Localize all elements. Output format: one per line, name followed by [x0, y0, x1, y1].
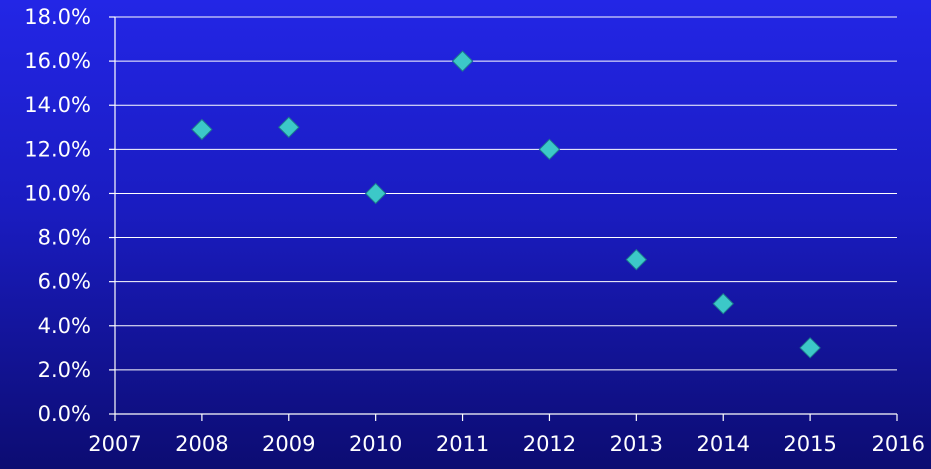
y-tick-label-8: 16.0% [24, 49, 91, 73]
data-point-2010 [364, 182, 387, 205]
x-tick-label-2: 2009 [262, 432, 315, 456]
axes [114, 17, 897, 415]
x-tick-label-0: 2007 [88, 432, 141, 456]
y-axis-ticks: 0.0% 2.0% 4.0% 6.0% 8.0% 10.0% 12.0% 14.0% 16.0%… [24, 5, 115, 426]
data-point-2014 [712, 293, 734, 315]
data-point-2008 [191, 118, 213, 141]
y-tick-label-7: 14.0% [24, 93, 91, 117]
x-tick-label-6: 2013 [610, 432, 663, 456]
y-tick-label-6: 12.0% [24, 137, 91, 161]
y-tick-label-3: 6.0% [38, 270, 91, 294]
data-point-2011 [451, 50, 474, 72]
y-tick-label-2: 4.0% [38, 314, 91, 338]
data-point-2012 [538, 138, 561, 161]
x-axis-ticks: 2007 2008 2009 2010 2011 2012 2013 2014 2015 2016 [88, 414, 925, 456]
gridlines [115, 16, 897, 371]
x-tick-label-9: 2016 [872, 432, 925, 456]
data-point-2009 [278, 116, 300, 138]
x-tick-label-8: 2015 [783, 432, 836, 456]
y-tick-label-9: 18.0% [24, 5, 91, 29]
data-point-2015 [799, 337, 821, 359]
data-point-2013 [625, 248, 648, 271]
y-tick-label-0: 0.0% [38, 402, 91, 426]
y-tick-label-5: 10.0% [24, 181, 91, 205]
data-points [191, 50, 821, 359]
x-tick-label-5: 2012 [523, 432, 576, 456]
x-tick-label-7: 2014 [696, 432, 749, 456]
y-tick-label-1: 2.0% [38, 358, 91, 382]
x-tick-label-3: 2010 [349, 432, 402, 456]
y-tick-label-4: 8.0% [38, 226, 91, 250]
x-tick-label-4: 2011 [436, 432, 489, 456]
x-tick-label-1: 2008 [175, 432, 228, 456]
